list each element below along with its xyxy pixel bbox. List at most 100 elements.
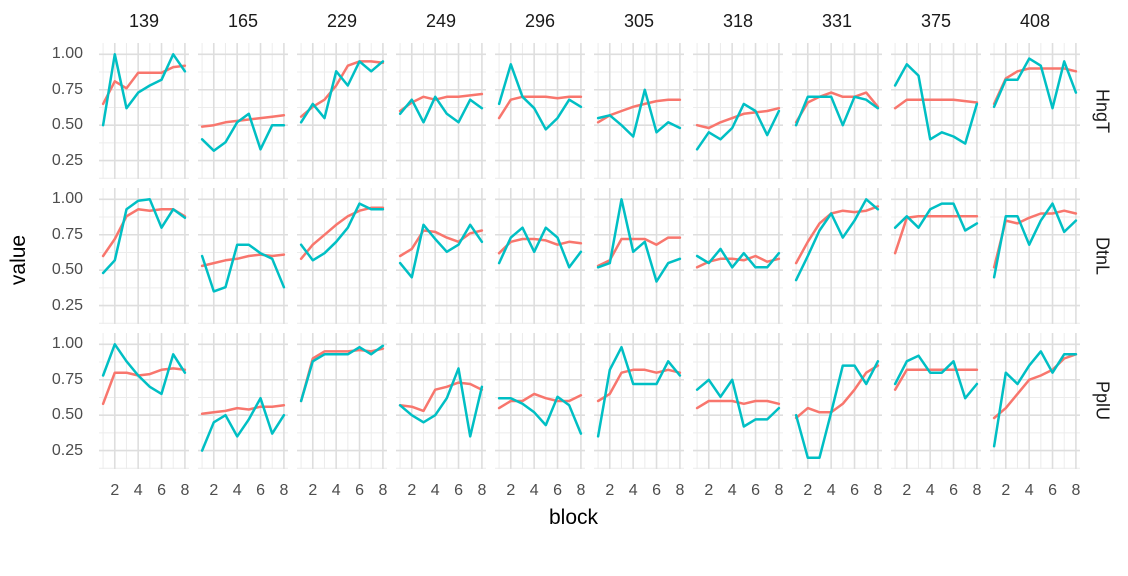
corner-bottom-left	[32, 478, 90, 500]
col-strip-label: 296	[524, 11, 556, 31]
facet-panel-331-PplU	[792, 333, 882, 469]
y-axis-title: value	[7, 234, 31, 286]
line-red	[200, 114, 286, 128]
facet-panel-375-HngT	[891, 43, 981, 179]
line-red	[992, 209, 1078, 269]
facet-plot-area	[693, 43, 783, 179]
facet-plot-area	[99, 188, 189, 324]
facet-plot-area	[792, 333, 882, 469]
line-red	[200, 404, 286, 416]
corner-top-right	[1089, 10, 1115, 34]
facet-plot-area	[297, 43, 387, 179]
facet-panel-165-DtnL	[198, 188, 288, 324]
line-teal	[992, 57, 1078, 110]
x-tick-label: 2	[308, 482, 318, 499]
line-teal	[794, 360, 880, 459]
y-tick-label: 0.25	[51, 296, 83, 314]
facet-panel-229-PplU	[297, 333, 387, 469]
col-strip-408: 408	[990, 10, 1080, 34]
line-red	[794, 364, 880, 420]
facet-panel-229-DtnL	[297, 188, 387, 324]
line-red	[596, 98, 682, 124]
facet-plot-area	[495, 333, 585, 469]
line-teal	[695, 102, 781, 151]
line-red	[893, 368, 979, 391]
x-tick-label: 6	[850, 482, 859, 499]
facet-panel-139-DtnL	[99, 188, 189, 324]
x-tick-label: 2	[110, 482, 120, 499]
line-teal	[398, 95, 484, 124]
x-axis-title-row: block	[32, 506, 1115, 530]
facet-panel-305-DtnL	[594, 188, 684, 324]
line-teal	[596, 345, 682, 438]
x-tick-label: 8	[576, 482, 586, 499]
x-tick-label: 4	[430, 482, 440, 499]
facet-panel-296-HngT	[495, 43, 585, 179]
col-strip-229: 229	[297, 10, 387, 34]
line-teal	[101, 53, 187, 127]
line-red	[200, 253, 286, 268]
y-tick-label: 0.75	[51, 80, 83, 98]
corner-top-left	[32, 10, 90, 34]
facet-panel-139-HngT	[99, 43, 189, 179]
col-strip-375: 375	[891, 10, 981, 34]
facet-plot-area	[990, 43, 1080, 179]
facet-plot-area	[396, 188, 486, 324]
facet-panel-318-HngT	[693, 43, 783, 179]
y-axis-ticks-DtnL: 1.00 0.75 0.50 0.25	[32, 188, 90, 324]
line-red	[398, 229, 484, 258]
x-tick-label: 8	[378, 482, 388, 499]
x-tick-label: 4	[1024, 482, 1034, 499]
x-tick-label: 2	[209, 482, 219, 499]
y-tick-label: 0.75	[51, 370, 83, 388]
y-tick-label: 0.50	[51, 116, 83, 134]
line-teal	[992, 350, 1078, 448]
facet-plot-area	[990, 188, 1080, 324]
col-strip-305: 305	[594, 10, 684, 34]
col-strip-label: 318	[722, 11, 754, 31]
line-teal	[596, 198, 682, 283]
y-tick-label: 0.25	[51, 151, 83, 169]
row-strip-label: PplU	[1092, 381, 1113, 421]
col-strip-label: 165	[227, 11, 259, 31]
facet-plot-area	[891, 333, 981, 469]
facet-panel-375-DtnL	[891, 188, 981, 324]
line-red	[101, 208, 187, 258]
x-tick-label: 8	[279, 482, 289, 499]
x-tick-label: 8	[1071, 482, 1081, 499]
facet-panel-305-PplU	[594, 333, 684, 469]
line-red	[893, 98, 979, 110]
row-strip-DtnL: DtnL	[1089, 188, 1115, 324]
line-teal	[893, 63, 979, 145]
x-tick-label: 4	[232, 482, 242, 499]
facet-plot-area	[396, 43, 486, 179]
col-strip-label: 331	[821, 11, 853, 31]
y-tick-label: 0.75	[51, 225, 83, 243]
line-teal	[695, 247, 781, 269]
col-strip-label: 139	[128, 11, 160, 31]
col-strip-318: 318	[693, 10, 783, 34]
facet-plot-area	[396, 333, 486, 469]
x-tick-label: 6	[256, 482, 265, 499]
y-tick-label: 1.00	[51, 335, 83, 353]
line-red	[497, 95, 583, 120]
x-tick-label: 8	[873, 482, 883, 499]
line-teal	[200, 396, 286, 452]
line-teal	[299, 202, 385, 262]
line-red	[794, 91, 880, 124]
facet-panel-249-DtnL	[396, 188, 486, 324]
facet-plot-area	[297, 333, 387, 469]
line-red	[794, 205, 880, 265]
facet-panel-296-PplU	[495, 333, 585, 469]
line-teal	[398, 223, 484, 279]
x-tick-label: 8	[774, 482, 784, 499]
col-strip-296: 296	[495, 10, 585, 34]
facet-plot-area	[99, 333, 189, 469]
line-red	[992, 353, 1078, 420]
line-teal	[101, 343, 187, 396]
facet-panel-296-DtnL	[495, 188, 585, 324]
